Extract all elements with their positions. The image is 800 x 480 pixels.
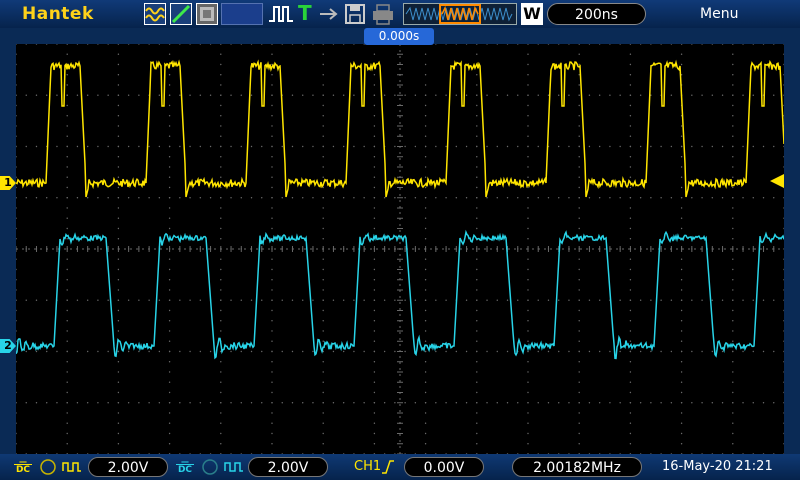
- trigger-level-display[interactable]: 0.00V: [404, 457, 484, 477]
- ch1-marker[interactable]: 1: [0, 176, 16, 190]
- timebase-display[interactable]: 200ns: [547, 3, 646, 25]
- trigger-position-label[interactable]: 0.000s: [364, 28, 434, 45]
- ch2-marker[interactable]: 2: [0, 339, 16, 353]
- window-w-button[interactable]: W: [521, 3, 543, 25]
- waveform-display: [15, 43, 785, 455]
- ch1-coupling-label: DC: [15, 465, 31, 475]
- edge-slope-icon[interactable]: [170, 3, 192, 25]
- memory-overview-icon[interactable]: [403, 3, 517, 25]
- blank-icon: [221, 3, 263, 25]
- ch2-coupling-label: DC: [177, 465, 193, 475]
- save-disk-icon[interactable]: [344, 3, 366, 25]
- graticule: [15, 43, 785, 455]
- ch2-bandwidth-icon: [200, 458, 220, 476]
- status-bar: — DC 2.00V — DC 2.00V CH1 0.00V 2.00182M…: [0, 454, 800, 480]
- ch1-scale-display[interactable]: 2.00V: [88, 457, 168, 477]
- ch2-trace: [15, 229, 785, 360]
- arrow-icon[interactable]: [318, 3, 340, 25]
- waveform-screen: [15, 43, 785, 455]
- frequency-display: 2.00182MHz: [512, 457, 642, 477]
- datetime-label: 16-May-20 21:21: [662, 459, 773, 474]
- ch1-coupling-icon: — DC: [14, 457, 32, 475]
- waveform-mode-icon[interactable]: [144, 3, 166, 25]
- pattern-icon[interactable]: [196, 3, 218, 25]
- menu-button[interactable]: Menu: [700, 6, 739, 22]
- ch1-trace: [15, 59, 785, 198]
- ch1-bandwidth-icon: [38, 458, 58, 476]
- ch2-coupling-icon: — DC: [176, 457, 194, 475]
- pulse-width-icon[interactable]: [268, 3, 294, 25]
- ch2-scale-display[interactable]: 2.00V: [248, 457, 328, 477]
- rising-edge-icon: [381, 459, 395, 475]
- ch2-invert-icon: [224, 458, 244, 476]
- printer-icon[interactable]: [371, 3, 395, 25]
- text-T-icon[interactable]: T: [298, 1, 312, 25]
- brand-logo: Hantek: [22, 4, 94, 24]
- top-toolbar: Hantek T W 200ns Menu: [0, 0, 800, 28]
- ch1-invert-icon: [62, 458, 82, 476]
- trigger-source-label[interactable]: CH1: [354, 459, 382, 474]
